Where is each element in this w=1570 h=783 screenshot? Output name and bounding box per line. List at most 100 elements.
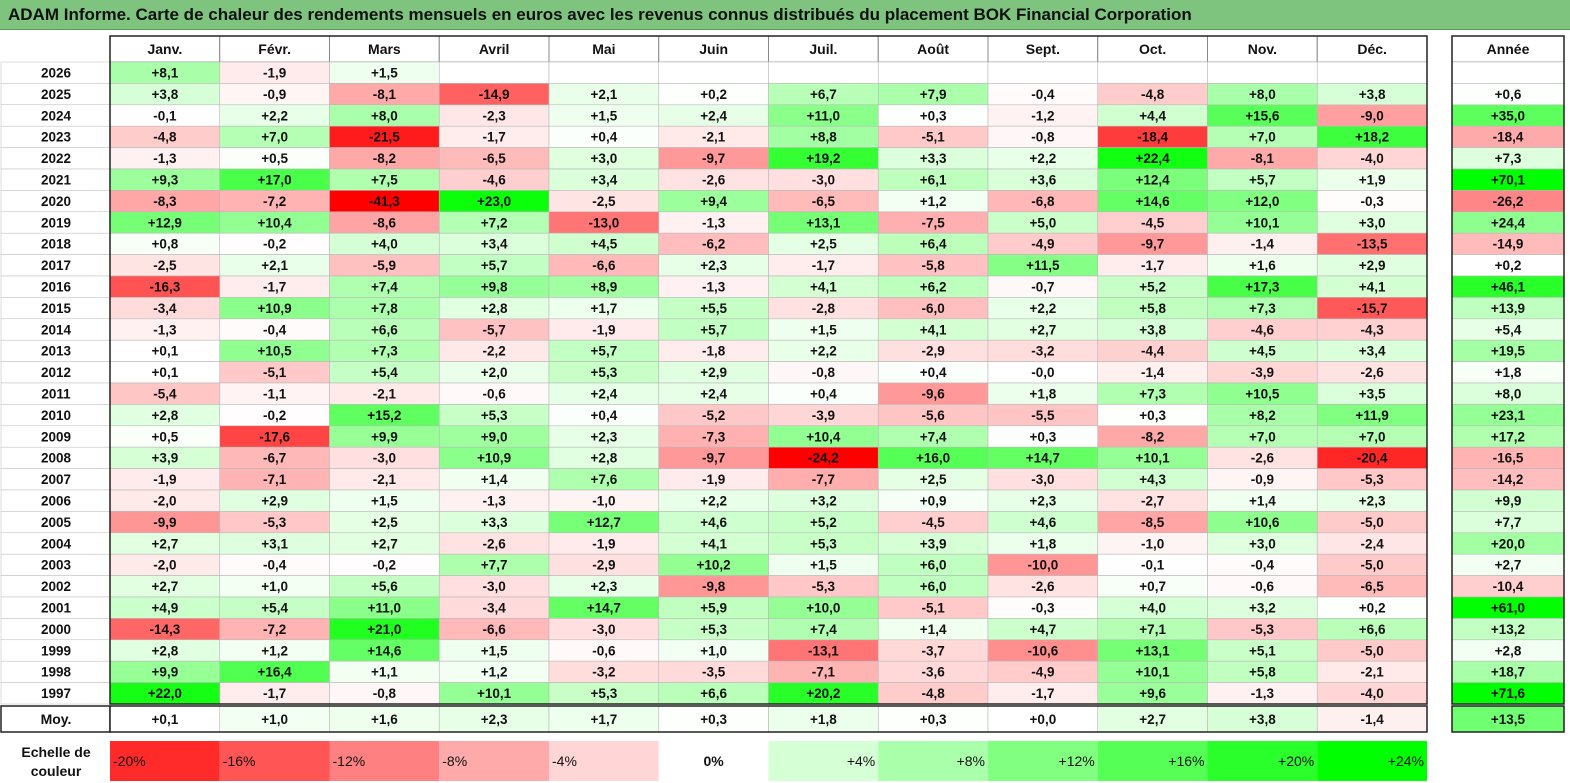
- average-value: +0,1: [152, 712, 179, 727]
- cell-value: +3,6: [1030, 173, 1057, 188]
- cell-value: +10,9: [258, 301, 292, 316]
- scale-swatch: [110, 741, 220, 781]
- cell-value: +2,7: [1030, 322, 1057, 337]
- cell-value: +0,2: [700, 87, 727, 102]
- month-header-6: Juin: [699, 41, 728, 57]
- cell-value: -18,4: [1137, 130, 1168, 145]
- cell-value: -5,7: [482, 322, 505, 337]
- cell-value: +16,4: [258, 665, 293, 680]
- cell-value: -3,9: [1251, 365, 1274, 380]
- cell-value: +0,4: [591, 408, 618, 423]
- cell-value: +3,4: [591, 173, 618, 188]
- cell-value: +2,3: [1030, 494, 1057, 509]
- cell-value: -4,5: [921, 515, 945, 530]
- cell-value: +17,0: [258, 173, 292, 188]
- cell-value: +3,2: [1249, 601, 1276, 616]
- cell-value: +2,2: [810, 344, 837, 359]
- year-total-value: +71,6: [1491, 686, 1526, 701]
- cell-value: +9,0: [481, 429, 508, 444]
- cell-value: -2,9: [921, 344, 944, 359]
- month-header-5: Mai: [592, 41, 615, 57]
- cell-value: +7,4: [920, 429, 947, 444]
- cell-value: -1,7: [812, 258, 835, 273]
- month-header-cell: [109, 35, 221, 63]
- cell-value: +2,2: [1030, 151, 1057, 166]
- cell-value: -4,4: [1141, 344, 1165, 359]
- cell-value: +1,2: [261, 643, 288, 658]
- cell-value: -0,0: [1031, 365, 1054, 380]
- heatmap-cell: [1207, 61, 1318, 84]
- cell-value: -2,6: [1031, 579, 1055, 594]
- cell-value: +7,3: [1249, 301, 1276, 316]
- cell-value: +9,9: [371, 429, 398, 444]
- cell-value: +3,9: [920, 536, 947, 551]
- year-total-value: +70,1: [1491, 173, 1526, 188]
- year-total-value: +2,7: [1495, 558, 1522, 573]
- cell-value: -7,5: [921, 215, 945, 230]
- cell-value: +21,0: [367, 622, 401, 637]
- year-total-value: -26,2: [1493, 194, 1524, 209]
- cell-value: +7,9: [920, 87, 947, 102]
- cell-value: +5,7: [1249, 173, 1276, 188]
- row-label-2022: 2022: [41, 151, 71, 166]
- cell-value: -15,7: [1357, 301, 1388, 316]
- cell-value: -2,5: [592, 194, 616, 209]
- cell-value: -0,7: [1031, 280, 1054, 295]
- cell-value: +0,3: [1139, 408, 1166, 423]
- cell-value: +1,8: [1030, 387, 1057, 402]
- year-total-value: +7,7: [1495, 515, 1522, 530]
- cell-value: +1,5: [591, 108, 618, 123]
- cell-value: +4,5: [1249, 344, 1276, 359]
- cell-value: -0,8: [373, 686, 397, 701]
- heatmap-cell: [768, 61, 879, 84]
- cell-value: +2,8: [591, 451, 618, 466]
- cell-value: -3,0: [1031, 472, 1054, 487]
- scale-tick-label: -20%: [113, 753, 146, 769]
- scale-tick-label: -12%: [333, 753, 366, 769]
- average-value: +0,3: [920, 712, 947, 727]
- row-label-1997: 1997: [41, 686, 71, 701]
- cell-value: -24,2: [808, 451, 839, 466]
- year-total-value: +5,4: [1495, 322, 1522, 337]
- cell-value: +7,6: [591, 472, 618, 487]
- cell-value: -1,7: [263, 280, 286, 295]
- cell-value: +6,2: [920, 280, 947, 295]
- scale-label-line1: Echelle de: [21, 744, 90, 760]
- cell-value: +3,0: [1249, 536, 1276, 551]
- cell-value: -3,2: [592, 665, 615, 680]
- cell-value: -6,8: [1031, 194, 1055, 209]
- cell-value: -1,8: [702, 344, 726, 359]
- cell-value: +5,4: [371, 365, 398, 380]
- year-total-value: +1,8: [1495, 365, 1522, 380]
- cell-value: +14,6: [1136, 194, 1171, 209]
- average-value: +0,0: [1030, 712, 1057, 727]
- cell-value: -41,3: [369, 194, 400, 209]
- cell-value: +4,3: [1139, 472, 1166, 487]
- average-cell: [548, 705, 660, 733]
- year-total-value: +19,5: [1491, 344, 1526, 359]
- cell-value: +11,0: [807, 108, 840, 123]
- cell-value: +3,8: [152, 87, 179, 102]
- scale-tick-label: +12%: [1059, 753, 1095, 769]
- year-total-value: +0,6: [1495, 87, 1522, 102]
- cell-value: -3,4: [153, 301, 177, 316]
- average-value: +0,3: [700, 712, 727, 727]
- year-total-value: +20,0: [1491, 536, 1525, 551]
- cell-value: -4,5: [1141, 215, 1165, 230]
- cell-value: +10,5: [1245, 387, 1280, 402]
- average-value: +1,0: [261, 712, 288, 727]
- cell-value: +5,7: [700, 322, 727, 337]
- cell-value: -5,4: [153, 387, 177, 402]
- cell-value: -2,9: [592, 558, 615, 573]
- cell-value: -9,6: [921, 387, 945, 402]
- cell-value: -3,9: [812, 408, 835, 423]
- cell-value: +3,9: [152, 451, 179, 466]
- cell-value: +4,7: [1030, 622, 1057, 637]
- year-total-value: +17,2: [1491, 429, 1525, 444]
- cell-value: +16,0: [916, 451, 950, 466]
- row-label-2025: 2025: [41, 87, 72, 102]
- cell-value: -5,5: [1031, 408, 1055, 423]
- cell-value: +14,7: [1026, 451, 1060, 466]
- cell-value: +1,2: [481, 665, 508, 680]
- cell-value: -2,1: [1360, 665, 1384, 680]
